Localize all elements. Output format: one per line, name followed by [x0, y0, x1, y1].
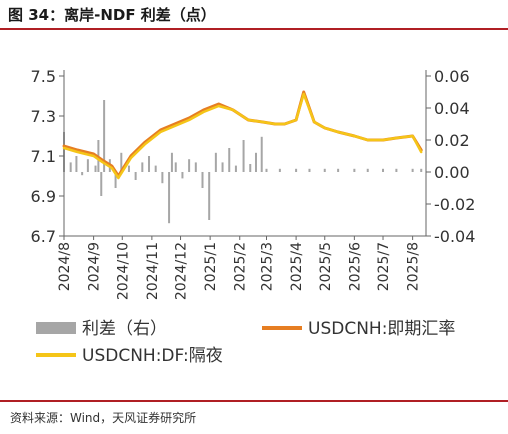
- spread-bar: [69, 162, 72, 172]
- spread-bar: [337, 168, 340, 172]
- y-left-tick-label: 6.7: [31, 227, 56, 246]
- bottom-rule: [0, 400, 508, 402]
- spread-bar: [81, 172, 84, 176]
- spread-bar: [242, 140, 245, 172]
- spread-bar: [265, 168, 268, 172]
- spread-bar: [295, 168, 298, 172]
- spread-bar: [234, 165, 237, 172]
- series-lines: [62, 90, 423, 180]
- spread-bar: [214, 152, 217, 172]
- y-right-tick-label: 0.06: [434, 67, 470, 86]
- spread-bar: [188, 159, 191, 172]
- spread-bar: [127, 165, 130, 172]
- spread-bar: [94, 165, 97, 172]
- spread-bar: [141, 162, 144, 172]
- spread-bar: [221, 162, 224, 172]
- spread-bar: [114, 172, 117, 188]
- spread-bar: [323, 168, 326, 172]
- spread-bar: [228, 148, 231, 172]
- spread-bar: [395, 168, 398, 172]
- spread-bar: [366, 168, 369, 172]
- y-left-tick-label: 6.9: [31, 187, 56, 206]
- figure-title: 图 34：离岸-NDF 利差（点）: [8, 6, 216, 24]
- x-tick-label: 2025/8: [406, 242, 422, 291]
- spread-bar: [308, 168, 311, 172]
- spread-bar: [249, 164, 252, 172]
- legend-spread-label: 利差（右）: [82, 319, 167, 339]
- y-left-tick-label: 7.5: [31, 67, 56, 86]
- x-tick-label: 2025/6: [347, 242, 363, 291]
- x-tick-label: 2025/1: [203, 242, 219, 291]
- spread-bar: [148, 156, 151, 172]
- top-rule: [0, 28, 508, 30]
- legend-spot-label: USDCNH:即期汇率: [308, 319, 455, 339]
- y-right-tick-label: 0.00: [434, 163, 470, 182]
- y-left-tick-label: 7.1: [31, 147, 56, 166]
- spread-bar: [100, 172, 103, 196]
- spread-bar: [174, 162, 177, 172]
- spread-bars: [63, 100, 423, 224]
- y-left-tick-label: 7.3: [31, 107, 56, 126]
- legend-df-label: USDCNH:DF:隔夜: [82, 346, 223, 366]
- spread-bar: [181, 172, 184, 179]
- spread-bar: [86, 159, 89, 172]
- spread-bar: [382, 168, 385, 172]
- spread-bar: [170, 152, 173, 172]
- x-tick-label: 2025/2: [233, 242, 249, 291]
- spread-bar: [254, 152, 257, 172]
- spread-bar: [420, 168, 423, 172]
- spread-bar: [353, 168, 356, 172]
- x-axis-ticks: 2024/8 2024/9 2024/10 2024/11 2024/12 2025/1 2…: [57, 236, 422, 300]
- spread-bar: [201, 172, 204, 188]
- y-axis-left-ticks: 6.7 6.9 7.1 7.3 7.5: [31, 67, 64, 246]
- x-tick-label: 2024/9: [87, 242, 103, 291]
- axes: [63, 70, 427, 237]
- x-tick-label: 2025/4: [289, 242, 305, 291]
- usdcnh-df-overnight-line: [62, 92, 423, 180]
- spread-bar: [411, 168, 414, 172]
- chart: 6.7 6.9 7.1 7.3 7.5 -0.04 -0.02 0.00 0.02 0.04 0.…: [31, 67, 476, 366]
- spread-bar: [260, 136, 263, 172]
- y-right-tick-label: -0.02: [434, 195, 475, 214]
- spread-bar: [278, 168, 281, 172]
- spread-bar: [120, 152, 123, 172]
- x-tick-label: 2024/12: [174, 242, 190, 300]
- spread-bar: [194, 162, 197, 172]
- spread-bar: [168, 172, 171, 224]
- legend: 利差（右） USDCNH:即期汇率 USDCNH:DF:隔夜: [36, 319, 455, 366]
- x-tick-label: 2024/11: [145, 242, 161, 300]
- y-right-tick-label: 0.04: [434, 99, 470, 118]
- legend-spread-swatch: [36, 322, 76, 334]
- spread-bar: [134, 172, 137, 180]
- x-tick-label: 2025/3: [259, 242, 275, 291]
- x-tick-label: 2024/8: [57, 242, 73, 291]
- y-right-tick-label: -0.04: [434, 227, 475, 246]
- spread-bar: [103, 100, 106, 172]
- y-axis-right-ticks: -0.04 -0.02 0.00 0.02 0.04 0.06: [426, 67, 475, 246]
- spread-bar: [75, 156, 78, 172]
- x-tick-label: 2025/5: [318, 242, 334, 291]
- x-tick-label: 2025/7: [376, 242, 392, 291]
- spread-bar: [154, 165, 157, 172]
- x-tick-label: 2024/10: [115, 242, 131, 300]
- spread-bar: [161, 172, 164, 184]
- spread-bar: [208, 172, 211, 220]
- y-right-tick-label: 0.02: [434, 131, 470, 150]
- source-note: 资料来源：Wind，天风证券研究所: [10, 411, 197, 425]
